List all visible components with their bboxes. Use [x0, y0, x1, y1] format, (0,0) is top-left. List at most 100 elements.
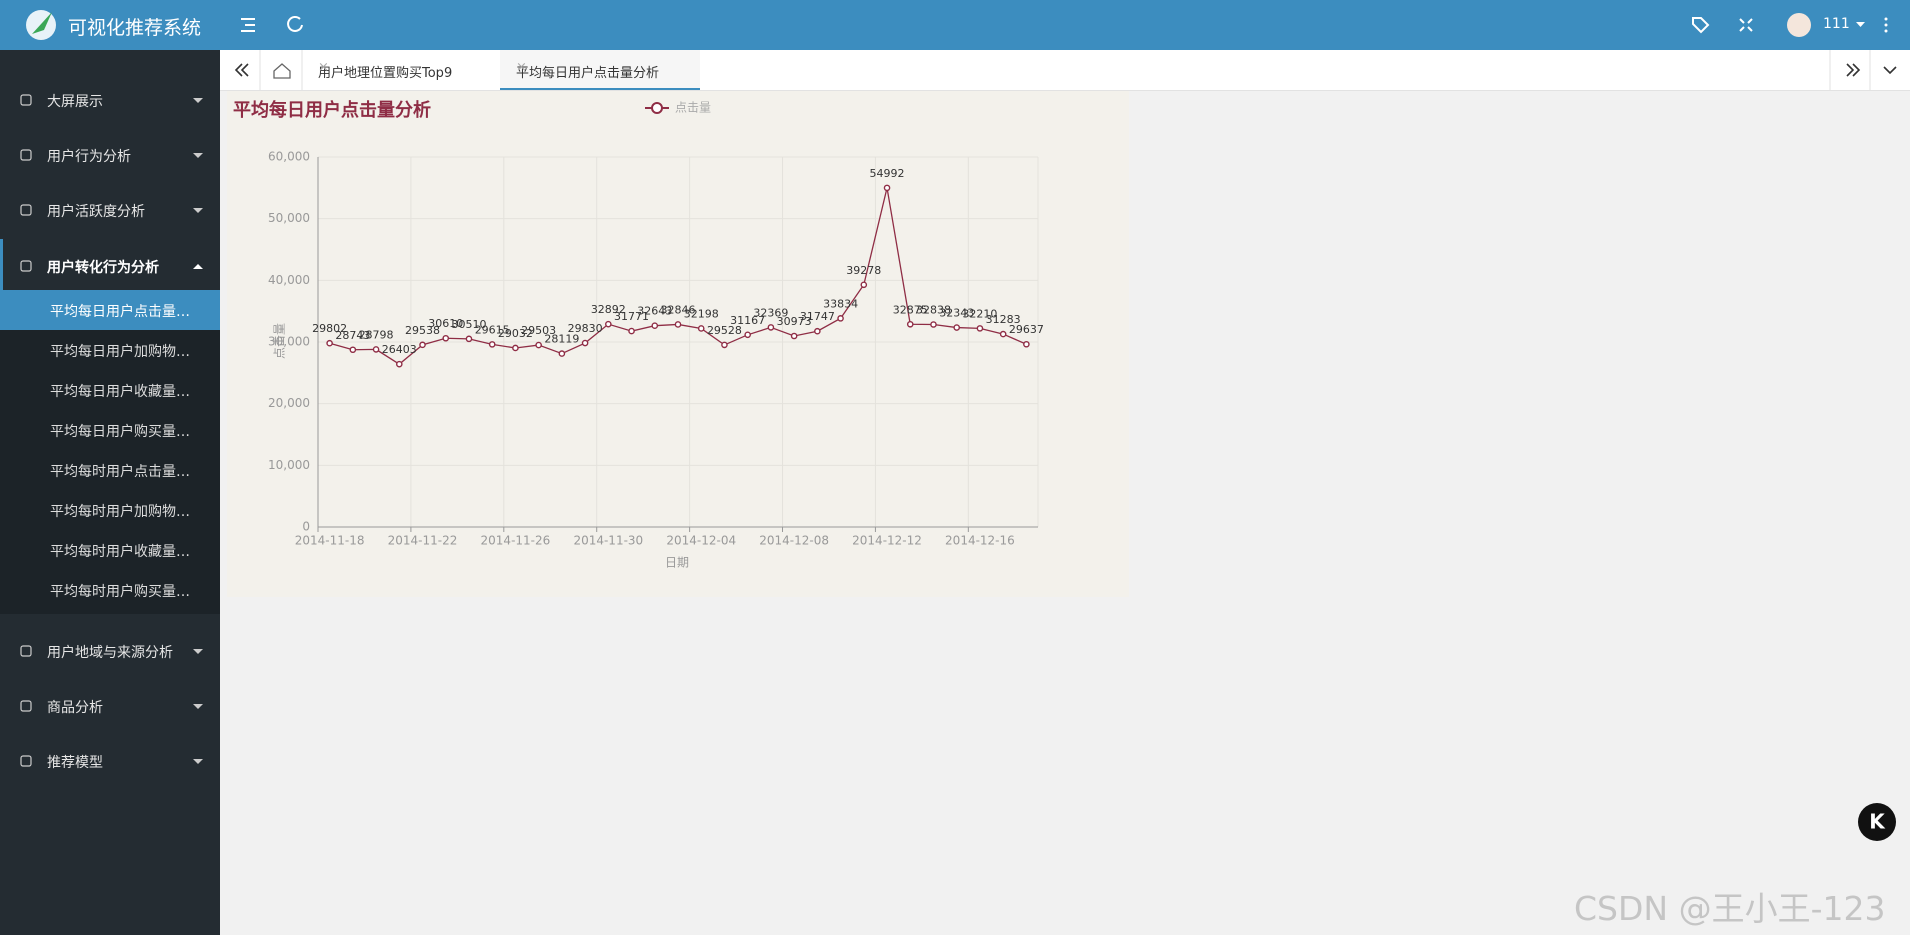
floating-button-icon[interactable]: K [1869, 810, 1886, 834]
point [419, 341, 426, 349]
value-label: 29637 [1009, 323, 1044, 336]
menu-item[interactable]: 用户转化行为分析 [0, 239, 220, 295]
menu-label: 大屏展示 [47, 94, 103, 110]
value-label: 28743 [335, 329, 370, 342]
x-tick-label: 2014-11-22 [388, 534, 458, 548]
value-label: 54992 [870, 167, 905, 180]
tab-menu[interactable] [1883, 66, 1897, 75]
y-tick-label: 30,000 [268, 335, 310, 349]
home-tab[interactable] [273, 63, 291, 79]
submenu-label: 平均每时用户点击量分析 [50, 464, 190, 480]
value-label: 31771 [614, 310, 649, 323]
x-tick-label: 2014-11-26 [481, 534, 551, 548]
y-tick-label: 0 [302, 520, 310, 534]
point [883, 184, 891, 192]
scroll-left[interactable] [234, 63, 249, 77]
menu-toggle[interactable] [241, 18, 255, 32]
menu-label: 用户地域与来源分析 [47, 645, 173, 661]
menu-item[interactable]: 用户行为分析 [0, 146, 220, 166]
tab-close[interactable]: × [516, 60, 527, 75]
submenu-item[interactable]: 平均每时用户购买量分析 [0, 570, 220, 610]
submenu-item[interactable]: 平均每日用户加购物车量分析 [0, 330, 220, 370]
point [930, 321, 937, 328]
tab-label: 平均每日用户点击量分析 [516, 66, 660, 81]
submenu-label: 平均每日用户加购物车量分析 [50, 344, 190, 360]
menu-icons [20, 204, 203, 216]
point [558, 350, 566, 357]
point [395, 360, 403, 368]
y-tick-label: 50,000 [268, 211, 310, 225]
value-label: 29503 [521, 324, 556, 337]
value-label: 30973 [777, 315, 812, 328]
point [512, 344, 519, 352]
menu-icons [20, 94, 203, 106]
submenu-item[interactable]: 平均每日用户点击量分析 [0, 290, 220, 330]
refresh[interactable] [287, 16, 303, 32]
value-label: 30610 [428, 317, 463, 330]
point [372, 346, 380, 353]
submenu-item[interactable]: 平均每时用户收藏量分析 [0, 530, 220, 570]
y-tick-label: 40,000 [268, 273, 310, 287]
value-label: 29538 [405, 324, 440, 337]
x-tick-label: 2014-11-18 [295, 534, 365, 548]
sidebar: 大屏展示 用户行为分析 用户活跃度分析 用户转化行为分析 平均每日用户点击量分析 平均每日… [0, 50, 220, 935]
value-label: 39278 [846, 264, 881, 277]
menu-item[interactable]: 大屏展示 [0, 91, 220, 111]
value-label: 32838 [916, 303, 951, 316]
value-label: 26403 [382, 343, 417, 356]
submenu-item[interactable]: 平均每日用户购买量分析 [0, 410, 220, 450]
value-label: 29528 [707, 324, 742, 337]
point [535, 341, 542, 349]
submenu-label: 平均每日用户收藏量分析 [50, 384, 190, 400]
menu-item[interactable]: 商品分析 [0, 697, 220, 717]
tab-close[interactable]: × [318, 60, 329, 75]
menu-label: 用户转化行为分析 [47, 260, 159, 276]
submenu-item[interactable]: 平均每时用户点击量分析 [0, 450, 220, 490]
header: 可视化推荐系统 111 [0, 0, 1910, 50]
tag-icon[interactable] [1692, 17, 1710, 34]
submenu-label: 平均每日用户点击量分析 [50, 304, 190, 320]
tab[interactable]: 用户地理位置购买Top9 × [302, 50, 500, 90]
value-label: 28119 [544, 333, 579, 346]
menu-icons [20, 700, 203, 712]
menu-label: 用户活跃度分析 [47, 204, 145, 220]
more[interactable] [1884, 17, 1888, 33]
value-label: 31167 [730, 314, 765, 327]
point [628, 327, 635, 335]
chart-panel [227, 91, 1129, 597]
menu-label: 用户行为分析 [47, 149, 131, 165]
point [790, 332, 798, 340]
menu-label: 推荐模型 [47, 755, 103, 771]
fullscreen[interactable] [1739, 18, 1753, 32]
value-label: 32198 [684, 307, 719, 320]
user-caret[interactable] [1856, 22, 1865, 27]
submenu-label: 平均每时用户购买量分析 [50, 584, 190, 600]
user-name[interactable]: 111 [1823, 16, 1850, 32]
point [767, 324, 775, 331]
tab-bar: 用户地理位置购买Top9 × 平均每日用户点击量分析 × [220, 50, 1910, 91]
x-tick-label: 2014-12-16 [945, 534, 1015, 548]
point [651, 322, 659, 330]
floating-button[interactable] [1858, 803, 1896, 841]
active-bar [0, 239, 3, 295]
tab[interactable]: 平均每日用户点击量分析 × [500, 50, 700, 90]
menu-item[interactable]: 用户活跃度分析 [0, 201, 220, 221]
submenu-item[interactable]: 平均每日用户收藏量分析 [0, 370, 220, 410]
submenu-label: 平均每时用户收藏量分析 [50, 544, 190, 560]
value-label: 29615 [475, 323, 510, 336]
y-tick-label: 10,000 [268, 458, 310, 472]
menu-icons [20, 149, 203, 161]
point [953, 324, 961, 331]
scroll-right[interactable] [1846, 63, 1861, 77]
y-tick-label: 20,000 [268, 396, 310, 410]
watermark: CSDN @王小王-123 [1574, 889, 1886, 928]
value-label: 33834 [823, 297, 858, 310]
value-label: 32643 [637, 305, 672, 318]
x-tick-label: 2014-12-12 [852, 534, 922, 548]
menu-item[interactable]: 推荐模型 [0, 752, 220, 772]
menu-item[interactable]: 用户地域与来源分析 [0, 642, 220, 662]
avatar[interactable] [1787, 13, 1811, 37]
point [837, 315, 844, 322]
submenu-item[interactable]: 平均每时用户加购物车量分析 [0, 490, 220, 530]
